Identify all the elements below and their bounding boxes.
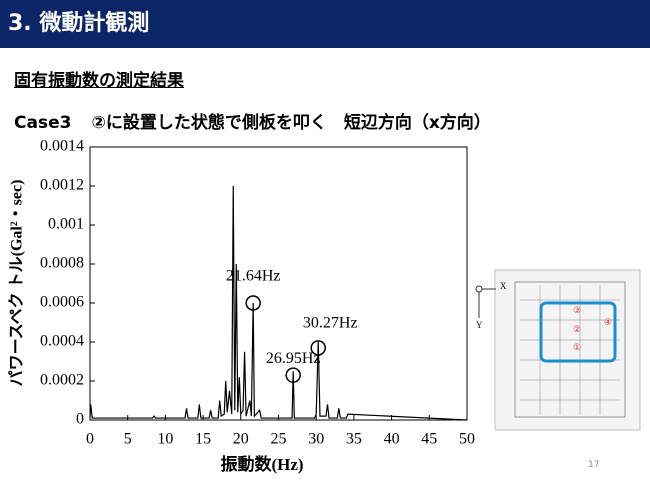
y-tick-label: 0	[76, 411, 84, 428]
diagram-label: ③	[573, 305, 581, 315]
site-diagram: X Y ③ ② ④ ①	[475, 269, 641, 431]
diagram-x: X	[500, 281, 507, 291]
header-title: 3. 微動計観測	[0, 0, 650, 48]
x-tick-label: 40	[384, 431, 400, 448]
diagram-label: ②	[573, 324, 581, 334]
diagram-label: ①	[573, 342, 581, 352]
y-tick-label: 0.0014	[40, 138, 84, 155]
peak-circle	[310, 340, 326, 356]
y-tick-label: 0.0004	[40, 333, 84, 350]
x-tick-label: 0	[86, 431, 94, 448]
y-axis-label: パワースペク トル(Gal²・sec)	[8, 180, 26, 387]
plan-outline	[494, 269, 641, 431]
case-label: Case3	[14, 113, 72, 133]
x-tick-label: 20	[233, 431, 249, 448]
x-tick-label: 30	[308, 431, 324, 448]
diagram-label: ④	[604, 317, 612, 327]
diagram-y: Y	[476, 320, 483, 330]
plan-inner	[514, 281, 626, 418]
x-tick-label: 35	[346, 431, 362, 448]
origin-mark	[475, 285, 483, 293]
annotation: 21.64Hz	[226, 268, 281, 285]
annotation: 30.27Hz	[303, 315, 358, 332]
x-tick-label: 10	[157, 431, 173, 448]
case-line: Case3 ②に設置した状態で側板を叩く 短辺方向（x方向）	[14, 108, 511, 133]
y-tick-label: 0.0008	[40, 255, 84, 272]
spectrum-line	[89, 185, 468, 421]
case-description: ②に設置した状態で側板を叩く 短辺方向（x方向）	[91, 113, 491, 133]
y-tick-label: 0.0006	[40, 294, 84, 311]
annotation: 26.95Hz	[266, 350, 321, 367]
peak-circle	[245, 295, 261, 311]
x-tick-label: 5	[124, 431, 132, 448]
highlight-area	[539, 301, 617, 363]
x-tick-label: 25	[271, 431, 287, 448]
y-tick-label: 0.0012	[40, 177, 84, 194]
section-title: 固有振動数の測定結果	[14, 71, 184, 91]
y-tick-label: 0.001	[48, 216, 84, 233]
x-tick-label: 50	[459, 431, 475, 448]
peak-circle	[285, 367, 301, 383]
y-tick-label: 0.0002	[40, 372, 84, 389]
x-tick-label: 15	[195, 431, 211, 448]
x-tick-label: 45	[421, 431, 437, 448]
page-number: 17	[588, 460, 600, 470]
x-axis-label: 振動数(Hz)	[220, 454, 303, 474]
